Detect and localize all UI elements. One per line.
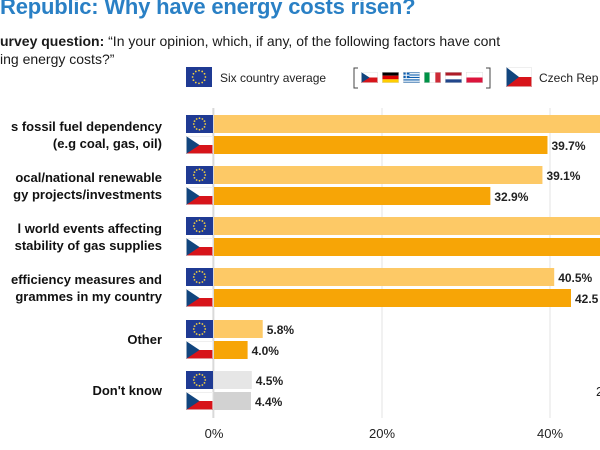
data-label: 32.9% xyxy=(494,190,528,204)
bar-czech xyxy=(214,341,248,359)
eu-flag-icon xyxy=(186,67,212,87)
data-label: 39.1% xyxy=(546,169,580,183)
chart-subtitle: urvey question: “In your opinion, which,… xyxy=(0,32,600,68)
subtitle-text-1: “In your opinion, which, if any, of the … xyxy=(108,33,501,49)
bar-six-country xyxy=(214,371,252,389)
eu-flag-icon xyxy=(186,115,213,133)
data-label: 4.0% xyxy=(252,344,280,358)
bar-six-country xyxy=(214,320,263,338)
category-label: (e.g coal, gas, oil) xyxy=(53,136,162,151)
category-label: grammes in my country xyxy=(15,289,162,304)
bar-six-country xyxy=(214,217,600,235)
bar-six-country xyxy=(214,268,555,286)
bar-six-country xyxy=(214,166,543,184)
category-label: s fossil fuel dependency xyxy=(11,119,163,134)
category-label: Don't know xyxy=(92,383,162,398)
x-tick-label: 20% xyxy=(369,426,395,441)
category-label: stability of gas supplies xyxy=(15,238,162,253)
x-tick-label: 0% xyxy=(205,426,224,441)
data-label: 4.5% xyxy=(256,374,284,388)
czech-flag-icon xyxy=(186,392,213,410)
subtitle-line-2: ing energy costs?” xyxy=(0,51,115,67)
labels: 0% 20% 40% 39.7% s fossil fuel dependency (e.… xyxy=(11,119,600,441)
data-label: 40.5% xyxy=(558,271,592,285)
gridlines xyxy=(212,108,551,418)
partial-label: 2 xyxy=(596,384,600,399)
bar-czech xyxy=(214,392,251,410)
category-label: Other xyxy=(127,332,162,347)
legend-bracket-left xyxy=(353,67,358,89)
subtitle-line-1: urvey question: “In your opinion, which,… xyxy=(0,32,600,50)
legend: Six country average Czech Rep xyxy=(186,67,599,89)
bars xyxy=(186,115,600,410)
czech-flag-icon xyxy=(361,72,378,83)
czech-flag-icon xyxy=(186,136,213,154)
category-label: l world events affecting xyxy=(18,221,163,236)
bar-czech xyxy=(214,289,571,307)
eu-flag-icon xyxy=(186,217,213,235)
poland-flag-icon xyxy=(466,72,483,83)
czech-flag-icon xyxy=(506,67,532,87)
eu-flag-icon xyxy=(186,166,213,184)
bar-czech xyxy=(214,187,491,205)
category-label: ocal/national renewable xyxy=(15,170,162,185)
germany-flag-icon xyxy=(382,72,399,83)
data-label: 4.4% xyxy=(255,395,283,409)
data-label: 5.8% xyxy=(267,323,295,337)
data-label: 39.7% xyxy=(551,139,585,153)
eu-flag-icon xyxy=(186,371,213,389)
eu-flag-icon xyxy=(186,268,213,286)
czech-flag-icon xyxy=(361,72,378,83)
x-tick-label: 40% xyxy=(537,426,563,441)
czech-flag-icon xyxy=(186,187,213,205)
eu-flag-icon xyxy=(186,320,213,338)
category-label: efficiency measures and xyxy=(11,272,162,287)
italy-flag-icon xyxy=(424,72,441,83)
greece-flag-icon xyxy=(403,72,420,83)
data-label: 42.5 xyxy=(575,292,599,306)
czech-flag-icon xyxy=(186,289,213,307)
chart-title: Republic: Why have energy costs risen? xyxy=(0,0,416,19)
czech-flag-icon xyxy=(186,238,213,256)
legend-bracket-right xyxy=(486,67,491,89)
czech-flag-icon xyxy=(186,341,213,359)
subtitle-prefix: urvey question: xyxy=(0,33,105,49)
legend-six-country: Six country average xyxy=(220,71,326,85)
bar-six-country xyxy=(214,115,600,133)
category-label: gy projects/investments xyxy=(13,187,162,202)
bar-czech xyxy=(214,136,548,154)
netherlands-flag-icon xyxy=(445,72,462,83)
legend-czech: Czech Rep xyxy=(539,71,599,85)
bar-czech xyxy=(214,238,600,256)
